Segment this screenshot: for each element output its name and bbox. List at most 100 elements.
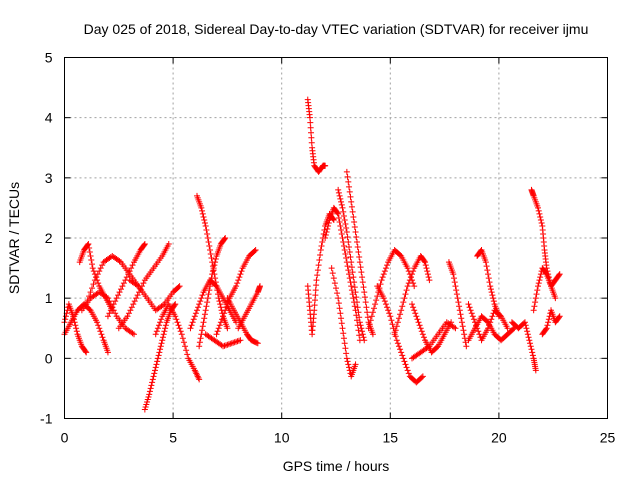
data-point: [451, 275, 458, 282]
data-point: [200, 213, 207, 220]
data-point: [490, 298, 497, 305]
data-point: [351, 284, 358, 291]
data-point: [404, 265, 411, 272]
data-point: [329, 270, 336, 277]
data-point: [213, 331, 220, 338]
data-point: [450, 271, 457, 278]
data-point: [87, 253, 94, 260]
data-point: [175, 284, 182, 291]
data-point: [171, 302, 178, 309]
data-point: [99, 334, 106, 341]
data-point: [353, 233, 360, 240]
data-point: [116, 258, 123, 265]
data-point: [134, 292, 141, 299]
data-point: [86, 249, 93, 256]
data-point: [523, 325, 530, 332]
y-axis-label: SDTVAR / TECUs: [6, 182, 22, 294]
data-point: [198, 204, 205, 211]
data-point: [345, 361, 352, 368]
data-point: [531, 303, 538, 310]
data-point: [354, 244, 361, 251]
data-point: [556, 271, 563, 278]
data-point: [196, 339, 203, 346]
data-point: [530, 307, 537, 314]
data-point: [544, 322, 551, 329]
data-point: [339, 204, 346, 211]
data-point: [204, 235, 211, 241]
data-point: [202, 222, 209, 229]
data-point: [475, 328, 482, 335]
data-point: [346, 364, 353, 371]
data-point: [88, 257, 95, 264]
data-point: [393, 323, 400, 330]
data-point: [510, 326, 517, 333]
data-point: [205, 291, 212, 298]
data-point: [222, 307, 229, 314]
y-tick-label: 3: [45, 170, 53, 186]
data-point: [455, 299, 462, 306]
data-point: [418, 374, 425, 381]
data-point: [529, 349, 536, 356]
data-point: [143, 401, 150, 408]
data-point: [359, 274, 366, 281]
data-point: [196, 301, 203, 308]
data-point: [522, 322, 529, 329]
data-point: [183, 347, 190, 354]
data-point: [419, 331, 426, 338]
data-point: [144, 398, 151, 405]
data-point: [555, 272, 562, 279]
data-point: [400, 299, 407, 306]
data-point: [155, 352, 162, 359]
data-point: [140, 280, 147, 287]
data-point: [340, 212, 347, 219]
data-point: [393, 337, 400, 344]
data-point: [361, 294, 368, 301]
data-point: [156, 349, 163, 356]
data-point: [99, 262, 106, 269]
data-point: [205, 239, 212, 246]
data-point: [348, 287, 355, 294]
data-point: [112, 298, 119, 305]
data-point: [83, 349, 90, 356]
data-point: [90, 281, 97, 288]
data-point: [235, 277, 242, 284]
data-point: [104, 313, 111, 320]
data-point: [203, 303, 210, 310]
data-point: [424, 271, 431, 278]
data-point: [381, 268, 388, 275]
data-point: [129, 262, 136, 269]
data-point: [141, 241, 148, 248]
data-point: [413, 313, 420, 320]
data-point: [152, 331, 159, 338]
data-point: [364, 309, 371, 316]
data-point: [315, 262, 322, 269]
data-point: [222, 235, 229, 241]
data-point: [207, 251, 214, 258]
data-point: [346, 244, 353, 251]
data-point: [399, 303, 406, 310]
data-point: [98, 331, 105, 338]
data-point: [433, 344, 440, 351]
data-point: [348, 264, 355, 271]
data-point: [340, 208, 347, 215]
data-point: [485, 271, 492, 278]
data-point: [322, 235, 329, 241]
data-point: [199, 323, 206, 330]
data-point: [409, 301, 416, 308]
data-point: [180, 339, 187, 346]
data-point: [524, 328, 531, 335]
data-point: [131, 298, 138, 305]
data-point: [91, 277, 98, 284]
data-point: [341, 247, 348, 254]
data-point: [182, 343, 189, 350]
data-point: [386, 310, 393, 317]
data-point: [385, 307, 392, 314]
data-point: [359, 279, 366, 286]
data-point: [328, 265, 335, 272]
data-point: [199, 292, 206, 299]
data-point: [353, 294, 360, 301]
data-point: [148, 382, 155, 389]
data-point: [314, 267, 321, 274]
data-point: [228, 340, 235, 347]
data-point: [483, 263, 490, 270]
